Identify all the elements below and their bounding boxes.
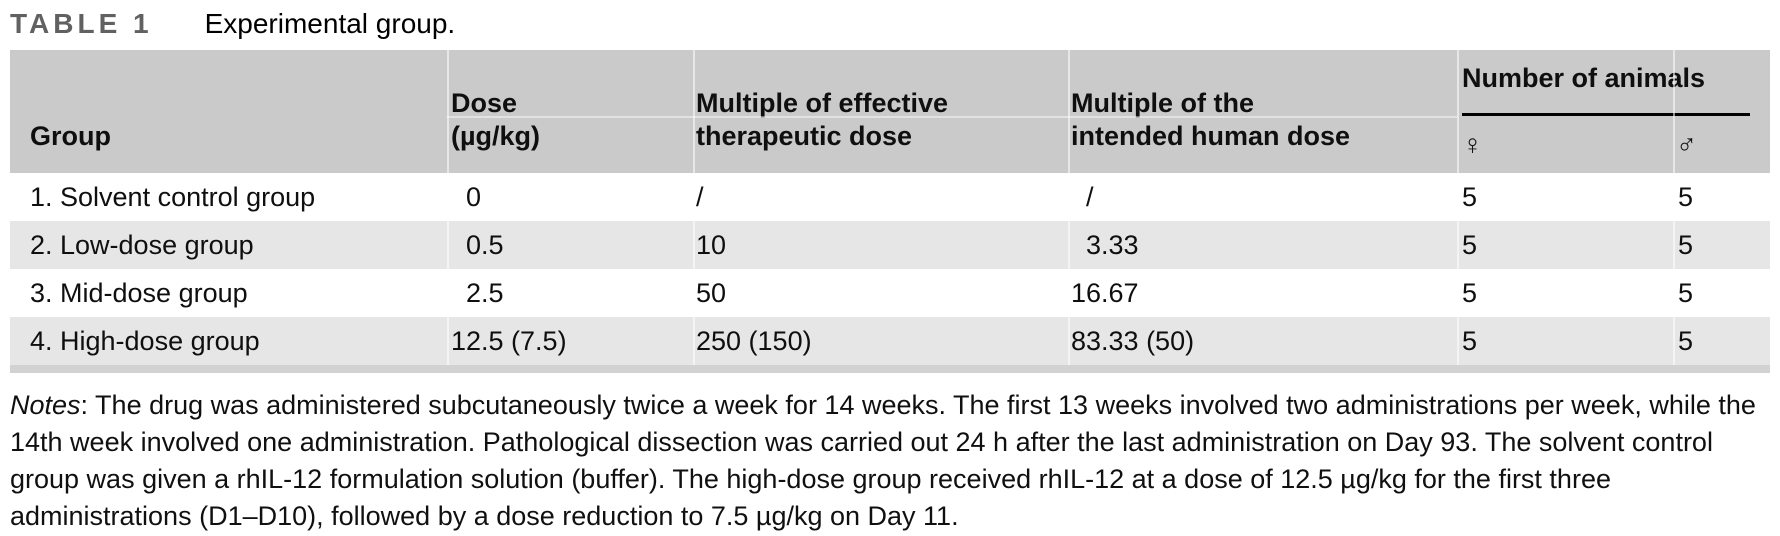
- header-multiple-human: Multiple of the intended human dose: [1068, 50, 1457, 173]
- cell-multiple-effective: 50: [696, 277, 727, 308]
- header-multiple-effective-line2: therapeutic dose: [696, 121, 913, 151]
- number-of-animals-label: Number of animals: [1462, 63, 1706, 93]
- cell-multiple-human: 83.33 (50): [1071, 325, 1195, 356]
- number-of-animals-underline: [1462, 113, 1750, 116]
- header-multiple-human-line2: intended human dose: [1071, 121, 1351, 151]
- header-row-divider: [447, 116, 1457, 118]
- female-icon: ♀: [1462, 128, 1483, 160]
- table-header: Group Dose (µg/kg) Multiple of effective…: [10, 50, 1770, 173]
- experimental-group-table: Group Dose (µg/kg) Multiple of effective…: [10, 50, 1770, 373]
- cell-male-count: 5: [1678, 325, 1694, 356]
- cell-male-count: 5: [1678, 181, 1694, 212]
- male-icon: ♂: [1676, 128, 1697, 160]
- header-dose-line1: Dose: [451, 88, 518, 118]
- table-row: 4. High-dose group 12.5 (7.5) 250 (150) …: [10, 317, 1770, 365]
- cell-multiple-effective: 10: [696, 229, 727, 260]
- cell-multiple-human: /: [1071, 181, 1094, 212]
- column-divider: [447, 50, 449, 365]
- header-multiple-human-line1: Multiple of the: [1071, 88, 1254, 118]
- table-row: 1. Solvent control group 0 / / 5 5: [10, 173, 1770, 221]
- cell-group: 4. High-dose group: [30, 325, 260, 356]
- cell-dose: 0.5: [451, 229, 504, 260]
- header-dose: Dose (µg/kg): [447, 50, 693, 173]
- cell-multiple-human: 16.67: [1071, 277, 1139, 308]
- cell-group: 3. Mid-dose group: [30, 277, 248, 308]
- cell-female-count: 5: [1462, 277, 1478, 308]
- cell-male-count: 5: [1678, 277, 1694, 308]
- table-bottom-rule: [10, 365, 1770, 373]
- cell-multiple-effective: /: [696, 181, 704, 212]
- table-caption-row: TABLE 1 Experimental group.: [10, 8, 1770, 44]
- header-group: Group: [10, 50, 447, 173]
- cell-male-count: 5: [1678, 229, 1694, 260]
- cell-dose: 0: [451, 181, 482, 212]
- notes-text: : The drug was administered subcutaneous…: [10, 390, 1756, 531]
- sex-subheader-row: ♀ ♂: [1462, 116, 1750, 173]
- column-divider: [1068, 50, 1070, 365]
- table-row: 3. Mid-dose group 2.5 50 16.67 5 5: [10, 269, 1770, 317]
- header-multiple-effective: Multiple of effective therapeutic dose: [693, 50, 1068, 173]
- cell-dose: 12.5 (7.5): [451, 325, 567, 356]
- column-divider: [693, 50, 695, 365]
- header-number-of-animals: Number of animals ♀ ♂: [1457, 50, 1770, 173]
- cell-female-count: 5: [1462, 181, 1478, 212]
- cell-female-count: 5: [1462, 325, 1478, 356]
- cell-group: 2. Low-dose group: [30, 229, 254, 260]
- table-notes: Notes: The drug was administered subcuta…: [10, 387, 1770, 535]
- table-body: 1. Solvent control group 0 / / 5 5 2. Lo…: [10, 173, 1770, 365]
- cell-female-count: 5: [1462, 229, 1478, 260]
- column-divider: [1673, 50, 1675, 365]
- header-dose-line2: (µg/kg): [451, 121, 541, 151]
- header-group-label: Group: [30, 121, 111, 151]
- table-row: 2. Low-dose group 0.5 10 3.33 5 5: [10, 221, 1770, 269]
- column-divider: [1457, 50, 1459, 365]
- header-multiple-effective-line1: Multiple of effective: [696, 88, 949, 118]
- cell-dose: 2.5: [451, 277, 504, 308]
- notes-label: Notes: [10, 390, 81, 420]
- cell-multiple-human: 3.33: [1071, 229, 1139, 260]
- table-caption-text: Experimental group.: [204, 8, 456, 39]
- cell-group: 1. Solvent control group: [30, 181, 316, 212]
- cell-multiple-effective: 250 (150): [696, 325, 812, 356]
- table-number-label: TABLE 1: [10, 8, 153, 39]
